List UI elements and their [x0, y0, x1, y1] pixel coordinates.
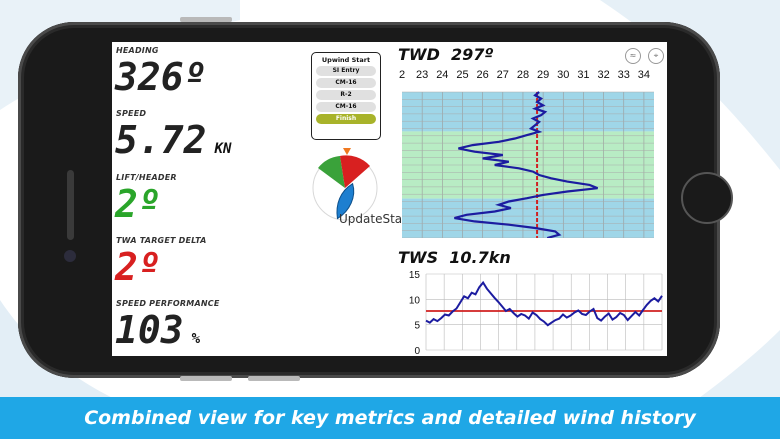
- phone-side-button: [180, 376, 232, 381]
- speed-performance-value: 103%: [115, 308, 201, 352]
- speed-performance-unit: %: [191, 331, 201, 347]
- speed-label: SPEED: [116, 109, 147, 118]
- lift-header-label: LIFT/HEADER: [116, 173, 177, 182]
- twd-chart: 2 23 24 25 26 27 28 29 30 31 32 33 34: [399, 69, 654, 238]
- app-screen: HEADING 326º SPEED 5.72 KN LIFT/HEADER 2º…: [112, 42, 667, 356]
- tws-title: TWS 10.7kn: [398, 248, 511, 267]
- course-item-finish[interactable]: Finish: [316, 114, 376, 124]
- tws-tick-label: 0: [414, 346, 420, 356]
- phone-side-button: [248, 376, 300, 381]
- tws-tick-label: 10: [409, 295, 421, 306]
- wind-angle-gauge: [312, 148, 378, 221]
- heading-label: HEADING: [116, 46, 159, 55]
- tws-tick-label: 5: [414, 321, 420, 332]
- gps-icon[interactable]: ⌖: [648, 48, 664, 64]
- boat-icon: [336, 182, 355, 220]
- twd-title: TWD 297º: [398, 45, 494, 64]
- twd-tick-label: 29: [537, 69, 549, 81]
- wifi-icon[interactable]: ≈: [625, 48, 641, 64]
- phone-camera: [64, 250, 76, 262]
- tws-series-line: [425, 280, 663, 327]
- heading-value: 326º: [115, 55, 207, 99]
- speed-unit: KN: [214, 141, 232, 157]
- course-item-si-entry[interactable]: SI Entry: [316, 66, 376, 76]
- tws-chart: 0 5 10 15: [409, 270, 663, 356]
- home-button[interactable]: [681, 172, 733, 224]
- twd-band: [402, 92, 654, 132]
- course-title: Upwind Start: [321, 56, 371, 64]
- twd-tick-label: 27: [497, 69, 509, 81]
- phone-speaker: [67, 170, 74, 240]
- twd-band: [402, 198, 654, 238]
- caption-text: Combined view for key metrics and detail…: [84, 407, 696, 429]
- course-item-r-2[interactable]: R-2: [316, 90, 376, 100]
- speed-performance-label: SPEED PERFORMANCE: [116, 299, 220, 308]
- twd-tick-label: 33: [618, 69, 630, 81]
- caption-bar: Combined view for key metrics and detail…: [0, 397, 780, 439]
- twd-tick-label: 23: [416, 69, 428, 81]
- twa-target-delta-value: 2º: [115, 245, 161, 289]
- port-sector: [340, 155, 370, 188]
- course-item-cm-16-second[interactable]: CM-16: [316, 102, 376, 112]
- speed-value: 5.72 KN: [115, 118, 232, 162]
- twd-tick-label: 34: [638, 69, 650, 81]
- course-item-cm-16[interactable]: CM-16: [316, 78, 376, 88]
- lift-header-value: 2º: [115, 182, 161, 226]
- phone-side-button: [180, 17, 232, 22]
- twd-tick-label: 30: [557, 69, 569, 81]
- twd-tick-label: 26: [477, 69, 489, 81]
- wind-pointer-icon: [343, 148, 351, 155]
- twa-target-delta-label: TWA TARGET DELTA: [116, 236, 207, 245]
- tws-tick-label: 15: [409, 270, 421, 281]
- twd-tick-label: 32: [597, 69, 609, 81]
- twd-tick-label: 28: [517, 69, 529, 81]
- twd-tick-label: 24: [436, 69, 448, 81]
- twd-tick-label: 25: [456, 69, 468, 81]
- course-list: Upwind Start SI Entry CM-16 R-2 CM-16 Fi…: [311, 52, 381, 140]
- twd-series-line: [454, 91, 599, 238]
- twd-tick-label: 31: [577, 69, 589, 81]
- starboard-sector: [318, 156, 345, 188]
- twd-tick-label: 2: [399, 69, 405, 81]
